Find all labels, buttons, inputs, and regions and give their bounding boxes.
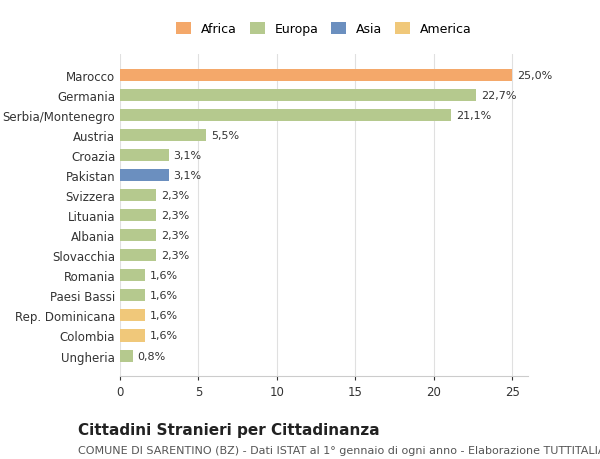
Text: 3,1%: 3,1%	[173, 151, 202, 161]
Text: 22,7%: 22,7%	[481, 91, 517, 101]
Bar	[120, 90, 476, 102]
Bar	[120, 130, 206, 142]
Bar	[120, 270, 145, 282]
Legend: Africa, Europa, Asia, America: Africa, Europa, Asia, America	[173, 20, 475, 40]
Text: COMUNE DI SARENTINO (BZ) - Dati ISTAT al 1° gennaio di ogni anno - Elaborazione : COMUNE DI SARENTINO (BZ) - Dati ISTAT al…	[78, 445, 600, 455]
Bar	[120, 250, 156, 262]
Text: 1,6%: 1,6%	[150, 291, 178, 301]
Bar	[120, 230, 156, 242]
Bar	[120, 210, 156, 222]
Text: Cittadini Stranieri per Cittadinanza: Cittadini Stranieri per Cittadinanza	[78, 422, 380, 437]
Bar	[120, 330, 145, 342]
Bar	[120, 70, 512, 82]
Bar	[120, 350, 133, 362]
Bar	[120, 290, 145, 302]
Bar	[120, 310, 145, 322]
Text: 1,6%: 1,6%	[150, 311, 178, 321]
Text: 2,3%: 2,3%	[161, 211, 189, 221]
Text: 2,3%: 2,3%	[161, 231, 189, 241]
Bar	[120, 170, 169, 182]
Text: 5,5%: 5,5%	[211, 131, 239, 141]
Text: 0,8%: 0,8%	[137, 351, 166, 361]
Text: 25,0%: 25,0%	[517, 71, 552, 81]
Bar	[120, 110, 451, 122]
Text: 2,3%: 2,3%	[161, 251, 189, 261]
Text: 21,1%: 21,1%	[456, 111, 491, 121]
Text: 3,1%: 3,1%	[173, 171, 202, 181]
Bar	[120, 150, 169, 162]
Text: 2,3%: 2,3%	[161, 191, 189, 201]
Text: 1,6%: 1,6%	[150, 271, 178, 281]
Text: 1,6%: 1,6%	[150, 331, 178, 341]
Bar	[120, 190, 156, 202]
